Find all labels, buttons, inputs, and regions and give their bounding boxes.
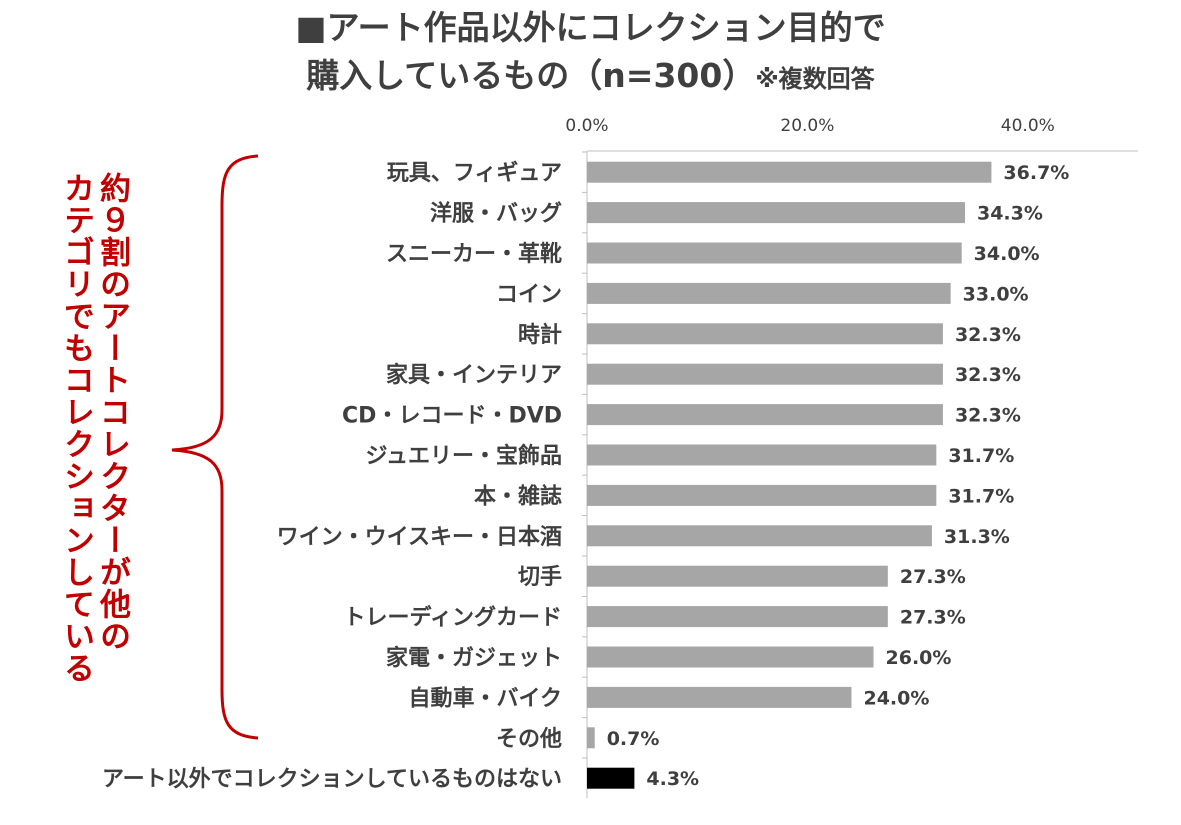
title-line-1: ■アート作品以外にコレクション目的で: [295, 8, 886, 47]
value-label: 26.0%: [886, 647, 952, 669]
bar: [587, 161, 992, 183]
bar: [587, 727, 595, 749]
category-label: コイン: [496, 282, 562, 307]
category-label: 時計: [518, 322, 562, 348]
category-label: スニーカー・革靴: [386, 242, 562, 267]
category-label: 玩具、フィギュア: [387, 161, 562, 186]
bar: [587, 484, 937, 506]
category-label: CD・レコード・DVD: [342, 404, 562, 429]
value-label: 27.3%: [900, 607, 966, 629]
bar: [587, 202, 965, 224]
value-label: 31.7%: [948, 485, 1014, 507]
category-label: その他: [496, 727, 562, 752]
category-label: 家具・インテリア: [386, 362, 562, 388]
bar: [587, 686, 852, 708]
category-label: 自動車・バイク: [408, 685, 562, 711]
category-label: 洋服・バッグ: [430, 201, 562, 227]
category-label: ジュエリー・宝飾品: [366, 443, 562, 469]
category-label: アート以外でコレクションしているものはない: [102, 766, 562, 792]
x-tick-label: 40.0%: [1001, 116, 1055, 136]
value-label: 0.7%: [607, 728, 660, 750]
value-label: 4.3%: [646, 768, 699, 790]
value-label: 36.7%: [1003, 162, 1069, 184]
bar: [587, 525, 932, 547]
value-label: 34.3%: [977, 203, 1043, 225]
value-label: 24.0%: [863, 687, 929, 709]
category-label: 本・雑誌: [474, 483, 562, 509]
bar: [587, 444, 937, 466]
bar: [587, 565, 888, 587]
bar: [587, 323, 943, 345]
bar: [587, 404, 943, 426]
value-label: 34.0%: [974, 243, 1040, 265]
bar: [587, 606, 888, 628]
value-label: 32.3%: [955, 324, 1021, 346]
bar: [587, 282, 951, 304]
curly-brace: [171, 154, 259, 740]
bar: [587, 767, 635, 789]
bar: [587, 646, 874, 668]
chart-title: ■アート作品以外にコレクション目的で 購入しているもの（n=300）※複数回答: [0, 4, 1181, 103]
category-label: 家電・ガジェット: [386, 645, 562, 671]
value-label: 31.7%: [948, 445, 1014, 467]
value-label: 27.3%: [900, 566, 966, 588]
value-label: 33.0%: [963, 283, 1029, 305]
annotation-line-2: カテゴリでもコレクションしている: [58, 172, 94, 684]
title-line-2-main: 購入しているもの（n=300）: [306, 56, 756, 95]
annotation-line-1: 約９割のアートコレクターが他の: [94, 172, 130, 652]
title-line-2: 購入しているもの（n=300）※複数回答: [0, 52, 1181, 103]
bar: [587, 242, 962, 264]
value-label: 32.3%: [955, 364, 1021, 386]
x-tick-label: 0.0%: [565, 116, 608, 136]
value-label: 31.3%: [944, 526, 1010, 548]
category-label: ワイン・ウイスキー・日本酒: [277, 525, 562, 550]
title-note: ※複数回答: [755, 65, 875, 93]
value-label: 32.3%: [955, 405, 1021, 427]
x-tick-label: 20.0%: [780, 116, 834, 136]
category-label: トレーディングカード: [344, 605, 562, 631]
bar: [587, 363, 943, 385]
category-label: 切手: [518, 565, 562, 590]
